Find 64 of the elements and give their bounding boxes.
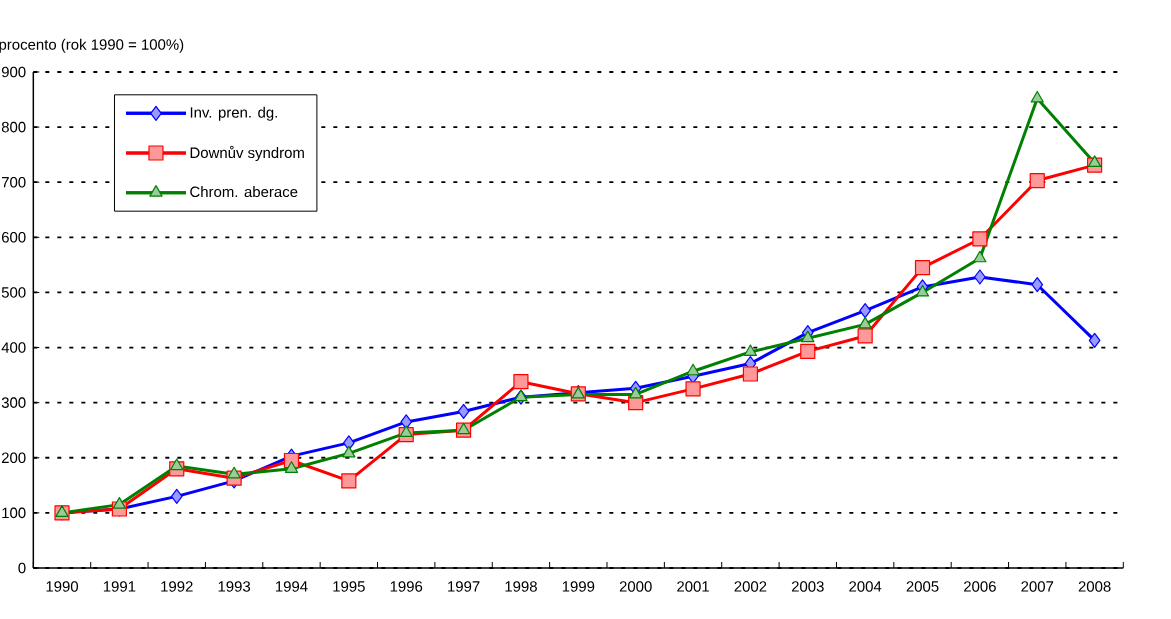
y-tick-label: 700	[1, 176, 26, 188]
y-tick-label: 900	[1, 66, 26, 78]
x-tick-label: 1994	[276, 581, 308, 592]
legend-label: Chrom. aberace	[190, 186, 298, 198]
y-tick-label: 200	[1, 452, 26, 464]
point	[914, 260, 931, 276]
x-tick-label: 1996	[390, 581, 423, 592]
point	[915, 284, 930, 297]
point	[399, 425, 413, 438]
point	[857, 328, 873, 344]
x-tick-label: 1990	[46, 581, 79, 592]
x-tick-label: 2007	[1021, 581, 1054, 592]
point	[685, 381, 701, 397]
x-tick-label: 2002	[734, 581, 767, 592]
point	[227, 466, 241, 479]
point	[800, 343, 816, 359]
point	[457, 403, 470, 420]
x-tick-label: 2003	[791, 581, 824, 592]
point	[112, 497, 127, 509]
y-tick-label: 400	[1, 342, 26, 353]
x-tick-label: 2001	[677, 581, 709, 592]
point	[686, 363, 700, 376]
x-tick-label: 1998	[505, 581, 537, 592]
point	[858, 316, 872, 329]
y-axis-title: procento (rok 1990 = 100%)	[0, 38, 184, 53]
point	[513, 374, 529, 390]
y-tick-label: 500	[1, 287, 26, 298]
point	[170, 458, 184, 471]
point	[170, 488, 183, 504]
x-tick-label: 1993	[218, 581, 251, 592]
x-tick-label: 2004	[849, 581, 882, 592]
point	[801, 330, 815, 343]
x-tick-label: 2008	[1078, 581, 1111, 592]
x-tick-label: 1992	[161, 581, 193, 592]
x-tick-label: 2006	[964, 581, 996, 592]
x-tick-label: 1995	[333, 581, 365, 592]
x-tick-label: 1997	[448, 581, 480, 592]
point	[341, 473, 357, 489]
y-tick-label: 0	[18, 562, 26, 574]
x-tick-label: 2000	[619, 581, 652, 592]
point	[972, 231, 988, 247]
point	[284, 461, 299, 473]
x-tick-label: 2005	[906, 581, 939, 592]
y-tick-label: 100	[2, 507, 26, 519]
y-tick-label: 800	[1, 121, 26, 133]
legend-label: Inv. pren. dg.	[190, 106, 277, 121]
point	[1029, 172, 1045, 189]
point	[743, 344, 758, 357]
y-tick-label: 300	[1, 397, 26, 408]
point	[629, 386, 643, 399]
point	[1088, 332, 1101, 348]
point	[1030, 90, 1044, 103]
point	[342, 445, 356, 458]
point	[1087, 155, 1102, 168]
point	[973, 250, 987, 263]
point	[974, 269, 986, 285]
legend-label: Downův syndrom	[190, 145, 304, 161]
point	[859, 303, 871, 319]
point	[55, 505, 69, 517]
point	[1031, 277, 1044, 293]
point	[742, 366, 759, 382]
x-tick-label: 1991	[103, 581, 136, 592]
y-tick-label: 600	[1, 232, 26, 243]
x-tick-label: 1999	[562, 581, 595, 592]
